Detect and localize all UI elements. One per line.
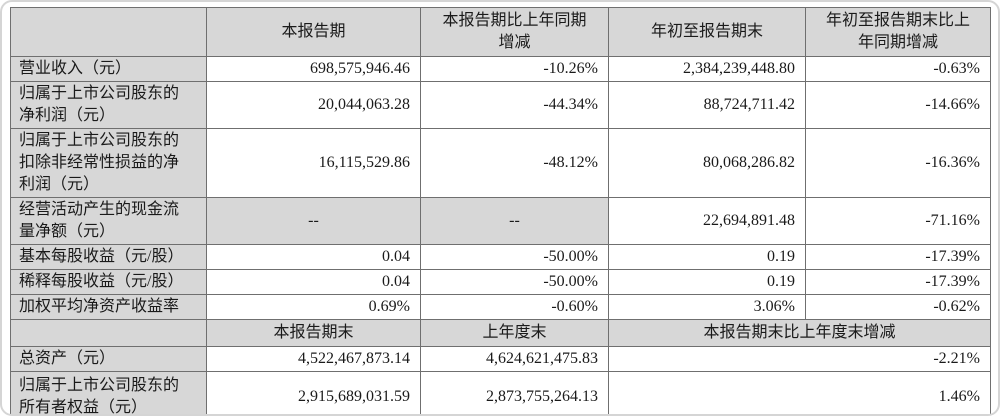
value-yoy-change: -- bbox=[420, 197, 609, 245]
row-net-profit: 归属于上市公司股东的净利润（元） 20,044,063.28 -44.34% 8… bbox=[10, 81, 991, 129]
value-end-of-last-year: 4,624,621,475.83 bbox=[420, 346, 609, 372]
value-yoy-change: -48.12% bbox=[420, 128, 609, 198]
value-current-period: -- bbox=[206, 197, 421, 245]
row-owners-equity: 归属于上市公司股东的所有者权益（元） 2,915,689,031.59 2,87… bbox=[10, 371, 991, 414]
row-diluted-eps: 稀释每股收益（元/股） 0.04 -50.00% 0.19 -17.39% bbox=[10, 269, 991, 295]
row-net-profit-excl-nonrecurring: 归属于上市公司股东的扣除非经常性损益的净利润（元） 16,115,529.86 … bbox=[10, 128, 991, 198]
value-change-vs-last-year-end: 1.46% bbox=[608, 371, 991, 414]
row-weighted-avg-roe: 加权平均净资产收益率 0.69% -0.60% 3.06% -0.62% bbox=[10, 294, 991, 320]
header-end-of-last-year: 上年度末 bbox=[420, 319, 609, 347]
value-ytd-yoy-change: -71.16% bbox=[805, 197, 991, 245]
header-ytd: 年初至报告期末 bbox=[608, 7, 806, 57]
value-ytd: 0.19 bbox=[608, 269, 806, 295]
header-row-top: 本报告期 本报告期比上年同期增减 年初至报告期末 年初至报告期末比上年同期增减 bbox=[10, 7, 991, 57]
row-label: 总资产（元） bbox=[10, 346, 207, 372]
header-ytd-yoy-change: 年初至报告期末比上年同期增减 bbox=[805, 7, 991, 57]
value-ytd: 3.06% bbox=[608, 294, 806, 320]
value-current-period: 0.04 bbox=[206, 244, 421, 270]
header-yoy-change: 本报告期比上年同期增减 bbox=[420, 7, 609, 57]
value-yoy-change: -50.00% bbox=[420, 244, 609, 270]
value-ytd-yoy-change: -17.39% bbox=[805, 269, 991, 295]
row-operating-revenue: 营业收入（元） 698,575,946.46 -10.26% 2,384,239… bbox=[10, 56, 991, 82]
row-label: 稀释每股收益（元/股） bbox=[10, 269, 207, 295]
header-empty-cell bbox=[10, 7, 207, 57]
value-yoy-change: -44.34% bbox=[420, 81, 609, 129]
value-current-period: 0.69% bbox=[206, 294, 421, 320]
row-label: 经营活动产生的现金流量净额（元） bbox=[10, 197, 207, 245]
value-yoy-change: -50.00% bbox=[420, 269, 609, 295]
row-label: 归属于上市公司股东的所有者权益（元） bbox=[10, 371, 207, 414]
value-yoy-change: -10.26% bbox=[420, 56, 609, 82]
value-ytd-yoy-change: -14.66% bbox=[805, 81, 991, 129]
financial-summary-table: 本报告期 本报告期比上年同期增减 年初至报告期末 年初至报告期末比上年同期增减 … bbox=[10, 7, 991, 414]
value-ytd-yoy-change: -0.63% bbox=[805, 56, 991, 82]
value-end-of-period: 4,522,467,873.14 bbox=[206, 346, 421, 372]
row-label: 基本每股收益（元/股） bbox=[10, 244, 207, 270]
value-current-period: 20,044,063.28 bbox=[206, 81, 421, 129]
value-end-of-period: 2,915,689,031.59 bbox=[206, 371, 421, 414]
value-ytd-yoy-change: -0.62% bbox=[805, 294, 991, 320]
row-label: 归属于上市公司股东的净利润（元） bbox=[10, 81, 207, 129]
value-ytd: 22,694,891.48 bbox=[608, 197, 806, 245]
header-change-vs-last-year-end: 本报告期末比上年度末增减 bbox=[608, 319, 991, 347]
value-end-of-last-year: 2,873,755,264.13 bbox=[420, 371, 609, 414]
value-change-vs-last-year-end: -2.21% bbox=[608, 346, 991, 372]
row-total-assets: 总资产（元） 4,522,467,873.14 4,624,621,475.83… bbox=[10, 346, 991, 372]
row-label: 营业收入（元） bbox=[10, 56, 207, 82]
value-ytd-yoy-change: -17.39% bbox=[805, 244, 991, 270]
value-ytd: 80,068,286.82 bbox=[608, 128, 806, 198]
row-basic-eps: 基本每股收益（元/股） 0.04 -50.00% 0.19 -17.39% bbox=[10, 244, 991, 270]
row-label: 加权平均净资产收益率 bbox=[10, 294, 207, 320]
value-ytd: 88,724,711.42 bbox=[608, 81, 806, 129]
row-label: 归属于上市公司股东的扣除非经常性损益的净利润（元） bbox=[10, 128, 207, 198]
value-current-period: 698,575,946.46 bbox=[206, 56, 421, 82]
header-current-period: 本报告期 bbox=[206, 7, 421, 57]
header-empty-cell bbox=[10, 319, 207, 347]
header-row-bottom: 本报告期末 上年度末 本报告期末比上年度末增减 bbox=[10, 319, 991, 347]
value-yoy-change: -0.60% bbox=[420, 294, 609, 320]
row-operating-cash-flow: 经营活动产生的现金流量净额（元） -- -- 22,694,891.48 -71… bbox=[10, 197, 991, 245]
header-end-of-period: 本报告期末 bbox=[206, 319, 421, 347]
value-ytd: 0.19 bbox=[608, 244, 806, 270]
value-current-period: 0.04 bbox=[206, 269, 421, 295]
value-ytd-yoy-change: -16.36% bbox=[805, 128, 991, 198]
value-ytd: 2,384,239,448.80 bbox=[608, 56, 806, 82]
value-current-period: 16,115,529.86 bbox=[206, 128, 421, 198]
